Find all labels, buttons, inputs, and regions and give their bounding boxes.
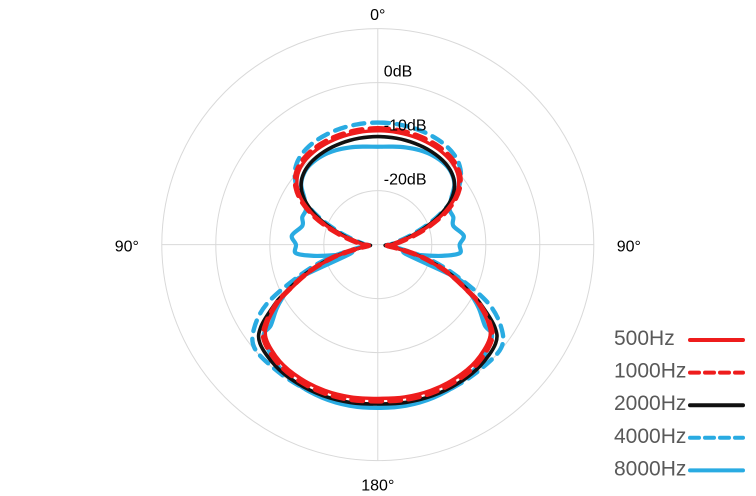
svg-text:-20dB: -20dB <box>384 172 427 189</box>
svg-text:-10dB: -10dB <box>384 118 427 135</box>
svg-text:1000Hz: 1000Hz <box>614 360 686 383</box>
svg-text:0°: 0° <box>370 7 385 24</box>
svg-text:90°: 90° <box>115 239 139 256</box>
svg-text:0dB: 0dB <box>384 64 412 81</box>
svg-text:4000Hz: 4000Hz <box>614 425 686 448</box>
svg-text:500Hz: 500Hz <box>614 327 675 350</box>
svg-text:2000Hz: 2000Hz <box>614 392 686 415</box>
svg-text:90°: 90° <box>617 239 641 256</box>
svg-text:8000Hz: 8000Hz <box>614 457 686 480</box>
svg-text:180°: 180° <box>361 478 394 491</box>
